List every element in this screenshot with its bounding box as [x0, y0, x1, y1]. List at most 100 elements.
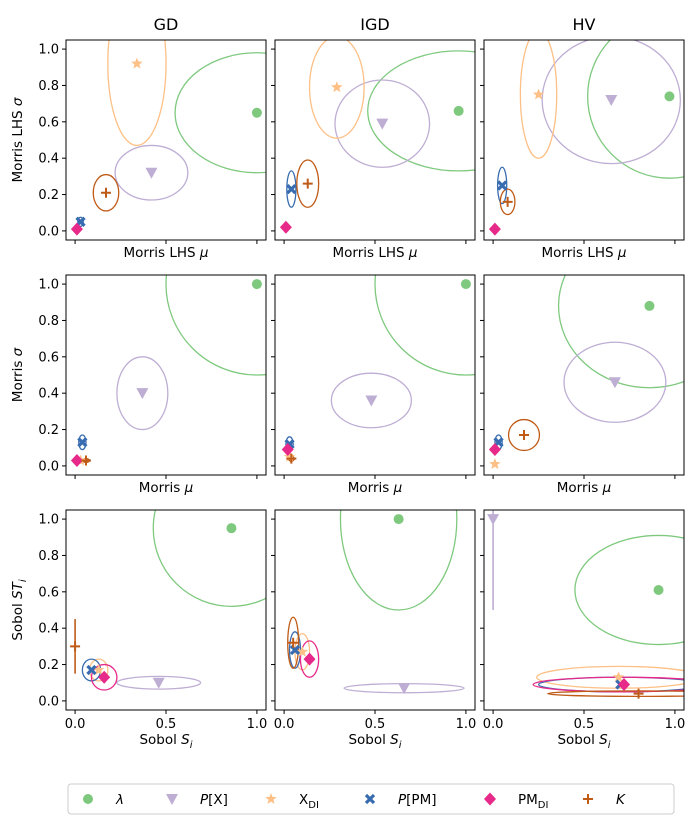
axes-frame	[274, 39, 476, 241]
ellipse-K	[507, 418, 541, 452]
axes-frame	[274, 509, 476, 711]
point-K	[70, 641, 81, 652]
y-tick-label: 0.6	[38, 585, 59, 600]
ellipse-PX	[116, 356, 169, 431]
point-PMDI	[303, 652, 316, 666]
point-PMDI	[618, 678, 630, 692]
point-XDI	[296, 645, 308, 657]
y-tick-label: 0.4	[38, 152, 59, 167]
ellipse-PPM	[78, 434, 87, 451]
y-tick-label: 1.0	[38, 278, 59, 293]
ellipse-K	[499, 188, 516, 216]
ellipse-XDI	[107, 40, 167, 147]
point-K	[286, 453, 297, 464]
panel-r1-c1: Morris μ	[271, 274, 476, 496]
point-PMDI	[70, 453, 83, 467]
y-axis-label: Morris σ	[10, 347, 26, 402]
x-tick-label: 1.0	[247, 717, 268, 732]
axes-frame	[483, 39, 685, 241]
point-K	[101, 187, 111, 198]
panel-r2-c0: 0.0 0.2 0.4 0.6 0.8 1.0 0.0 0.5 1.0 Sobol Si Sobol…	[10, 509, 268, 751]
ellipse-lambda	[574, 534, 684, 646]
x-axis-label: Morris LHS μ	[542, 245, 627, 261]
y-tick-label: 1.0	[38, 513, 59, 528]
ellipse-lambda	[339, 510, 458, 611]
ellipse-PX	[116, 675, 202, 690]
point-PPM	[86, 664, 97, 676]
uncertainty-group	[77, 40, 266, 228]
y-tick-label: 0.8	[38, 79, 59, 94]
legend-marker-K	[583, 794, 593, 804]
x-tick-label: 0.5	[574, 717, 595, 732]
point-XDI	[93, 664, 105, 675]
y-tick-label: 0.2	[38, 658, 59, 673]
ellipse-lambda	[152, 510, 266, 607]
axes-frame	[483, 509, 685, 711]
point-PMDI	[488, 443, 501, 457]
y-tick-label: 0.2	[38, 423, 59, 438]
x-tick-label: 0.0	[65, 717, 86, 732]
point-K	[288, 637, 299, 648]
point-PMDI	[70, 222, 83, 236]
legend-marker-PPM	[364, 793, 376, 805]
ellipse-lambda	[374, 275, 475, 376]
column-title: HV	[573, 15, 596, 34]
ellipse-PPM	[496, 166, 508, 205]
legend-label-XDI: XDI	[299, 792, 319, 811]
x-axis-label: Morris μ	[139, 480, 193, 496]
legend-marker-PMDI	[484, 792, 496, 806]
ellipse-PMDI	[532, 676, 684, 693]
point-XDI	[489, 458, 501, 469]
point-XDI	[532, 88, 545, 100]
point-XDI	[612, 671, 625, 683]
ellipse-XDI	[308, 40, 365, 139]
point-lambda	[460, 279, 471, 290]
y-tick-label: 0.6	[38, 115, 59, 130]
ellipse-PPM	[286, 170, 297, 208]
ellipse-lambda	[165, 275, 266, 376]
x-tick-label: 1.0	[665, 717, 686, 732]
point-K	[519, 430, 529, 440]
legend-label-K: K	[616, 792, 626, 808]
point-PMDI	[488, 222, 501, 236]
legend-label-PX: P[X]	[200, 792, 228, 808]
ellipse-PX	[114, 144, 189, 201]
axes-frame	[65, 274, 267, 476]
point-PMDI	[98, 670, 111, 684]
point-K	[81, 455, 91, 466]
point-PX	[145, 167, 158, 179]
point-PX	[365, 395, 378, 407]
x-tick-label: 0.5	[365, 717, 386, 732]
point-PMDI	[279, 220, 292, 234]
point-XDI	[131, 57, 143, 69]
point-PMDI	[281, 443, 294, 457]
x-tick-label: 1.0	[456, 717, 477, 732]
point-K	[302, 178, 313, 189]
point-PX	[376, 118, 389, 130]
panel-r1-c0: 0.0 0.2 0.4 0.6 0.8 1.0 Morris μ Morris σ	[10, 274, 267, 496]
panel-r1-c2: Morris μ	[480, 274, 685, 496]
legend: λ P[X] XDI P[PM] PMDI K	[67, 783, 675, 815]
point-PPM	[77, 437, 88, 448]
x-axis-label: Sobol Si	[139, 732, 192, 751]
ellipse-K	[92, 173, 120, 212]
legend-marker-lambda	[83, 794, 93, 804]
point-K	[502, 196, 513, 207]
ellipse-PPM	[77, 216, 84, 228]
column-title: IGD	[360, 15, 389, 34]
point-lambda	[664, 91, 675, 102]
uncertainty-group	[494, 275, 684, 452]
ellipse-lambda	[174, 52, 266, 174]
point-XDI	[283, 450, 296, 462]
panel-r2-c1: 0.0 0.5 1.0 Sobol Si	[271, 509, 477, 751]
uncertainty-group	[496, 40, 684, 216]
x-axis-label: Morris LHS μ	[124, 245, 209, 261]
point-PX	[398, 683, 411, 695]
point-lambda	[644, 300, 655, 311]
ellipse-PX	[541, 40, 681, 165]
y-axis-label: Morris LHS σ	[10, 97, 26, 182]
legend-label-PPM: P[PM]	[398, 792, 436, 808]
panel-r0-c2: HV Morris LHS μ	[480, 15, 685, 261]
point-PX	[608, 377, 621, 389]
